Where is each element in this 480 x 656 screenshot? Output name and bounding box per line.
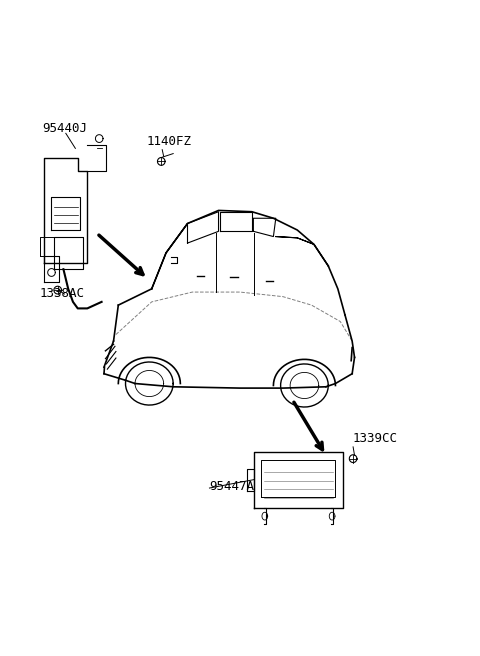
Text: 1338AC: 1338AC [39, 287, 84, 300]
Text: 95447A: 95447A [209, 480, 254, 493]
Text: 1140FZ: 1140FZ [147, 135, 192, 148]
Text: 95440J: 95440J [42, 122, 87, 135]
Text: 1339CC: 1339CC [352, 432, 397, 445]
